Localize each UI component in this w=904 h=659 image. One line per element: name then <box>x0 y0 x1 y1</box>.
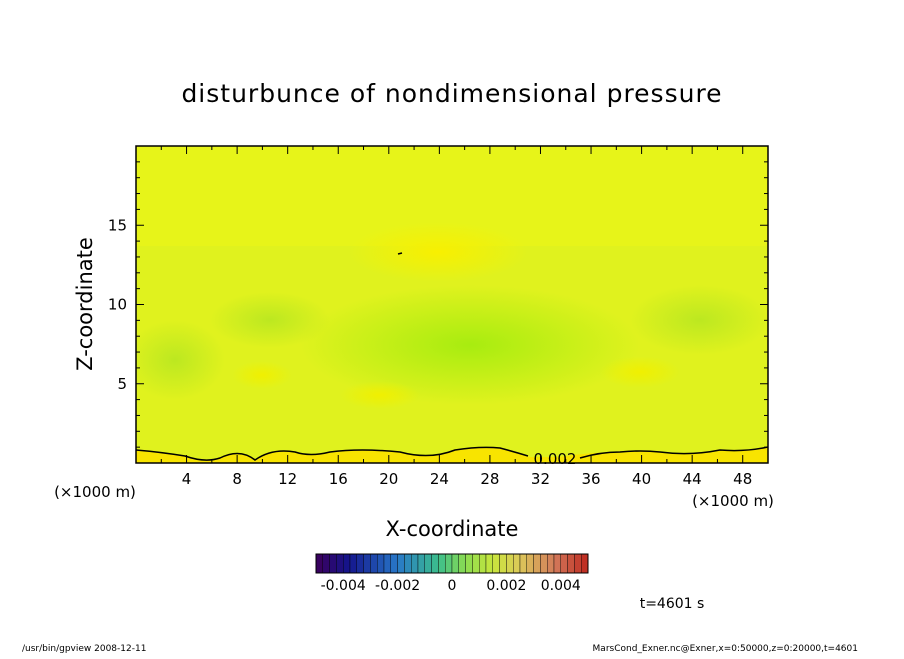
y-axis: 5 10 15 <box>108 145 768 464</box>
y-tick-label: 5 <box>117 375 127 393</box>
colorbar-cell <box>329 553 337 574</box>
x-tick-label: 24 <box>430 470 449 488</box>
colorbar-cell <box>526 553 534 574</box>
x-tick-label: 16 <box>329 470 348 488</box>
colorbar-cell <box>458 553 466 574</box>
x-axis: 4 8 12 16 20 24 28 32 36 40 44 48 <box>135 146 769 488</box>
contour-line <box>136 446 768 461</box>
colorbar-cell <box>343 553 351 574</box>
colorbar-cell <box>370 553 378 574</box>
colorbar-cell <box>322 553 330 574</box>
colorbar-cell <box>513 553 521 574</box>
colorbar-labels: -0.004 -0.002 0 0.002 0.004 <box>321 578 581 594</box>
colorbar-cell <box>363 553 371 574</box>
colorbar-cell <box>560 553 568 574</box>
x-tick-label: 20 <box>379 470 398 488</box>
colorbar-cell <box>479 553 487 574</box>
footer-right: MarsCond_Exner.nc@Exner,x=0:50000,z=0:20… <box>593 644 858 654</box>
colorbar-cell <box>465 553 473 574</box>
colorbar-tick-label: 0.002 <box>486 578 526 594</box>
colorbar-cell <box>492 553 500 574</box>
colorbar <box>315 553 589 574</box>
colorbar-cell <box>574 553 582 574</box>
field-region-high-bottom <box>136 447 768 463</box>
colorbar-cell <box>356 553 364 574</box>
colorbar-tick-label: -0.002 <box>375 578 420 594</box>
colorbar-cell <box>547 553 555 574</box>
contour-dot <box>397 252 403 255</box>
colorbar-cell <box>567 553 575 574</box>
colorbar-tick-label: 0 <box>448 578 457 594</box>
time-label: t=4601 s <box>640 596 705 612</box>
chart-title: disturbunce of nondimensional pressure <box>181 79 722 108</box>
field-region-yellow-spot-3 <box>340 381 420 409</box>
colorbar-cell <box>431 553 439 574</box>
x-tick-label: 8 <box>232 470 242 488</box>
x-tick-label: 40 <box>632 470 651 488</box>
y-tick-label: 15 <box>108 216 127 234</box>
colorbar-cell <box>424 553 432 574</box>
colorbar-cell <box>377 553 385 574</box>
colorbar-cell <box>383 553 392 574</box>
x-tick-label: 44 <box>683 470 702 488</box>
colorbar-cell <box>451 553 460 574</box>
x-axis-label: X-coordinate <box>386 517 519 541</box>
x-tick-label: 4 <box>182 470 192 488</box>
colorbar-tick-label: -0.004 <box>321 578 366 594</box>
colorbar-cell <box>411 553 419 574</box>
colorbar-cell <box>349 553 358 574</box>
colorbar-cell <box>417 553 426 574</box>
footer-left: /usr/bin/gpview 2008-12-11 <box>22 644 146 654</box>
heatmap-field <box>136 146 768 463</box>
colorbar-cell <box>390 553 398 574</box>
colorbar-cell <box>472 553 480 574</box>
colorbar-cell <box>397 553 405 574</box>
x-tick-label: 48 <box>733 470 752 488</box>
x-tick-label: 32 <box>531 470 550 488</box>
colorbar-cell <box>445 553 453 574</box>
colorbar-cell <box>499 553 507 574</box>
x-tick-label: 36 <box>581 470 600 488</box>
field-region-low-mid-left <box>210 292 330 348</box>
colorbar-tick-label: 0.004 <box>541 578 581 594</box>
x-unit-right: (×1000 m) <box>692 492 774 510</box>
colorbar-cell <box>553 553 562 574</box>
colorbar-cell <box>404 553 412 574</box>
field-region-yellow-spot-1 <box>232 361 292 389</box>
y-tick-label: 10 <box>108 296 127 314</box>
x-unit-left: (×1000 m) <box>54 483 136 501</box>
colorbar-cell <box>438 553 446 574</box>
field-region-high-top <box>348 222 528 282</box>
y-axis-label: Z-coordinate <box>73 237 97 371</box>
colorbar-cell <box>581 553 589 574</box>
colorbar-cell <box>485 553 494 574</box>
colorbar-cell <box>533 553 541 574</box>
colorbar-cell <box>540 553 548 574</box>
colorbar-cell <box>506 553 514 574</box>
x-tick-label: 12 <box>278 470 297 488</box>
field-region-low-center <box>300 285 640 405</box>
field-region-yellow-spot-2 <box>600 356 680 388</box>
colorbar-cell <box>336 553 344 574</box>
contour-label: 0.002 <box>534 450 577 468</box>
field-region-low-left <box>136 320 225 400</box>
colorbar-cell <box>519 553 528 574</box>
colorbar-frame <box>315 553 589 574</box>
x-tick-label: 28 <box>480 470 499 488</box>
field-region-low-right <box>630 285 768 355</box>
colorbar-cell <box>315 553 324 574</box>
